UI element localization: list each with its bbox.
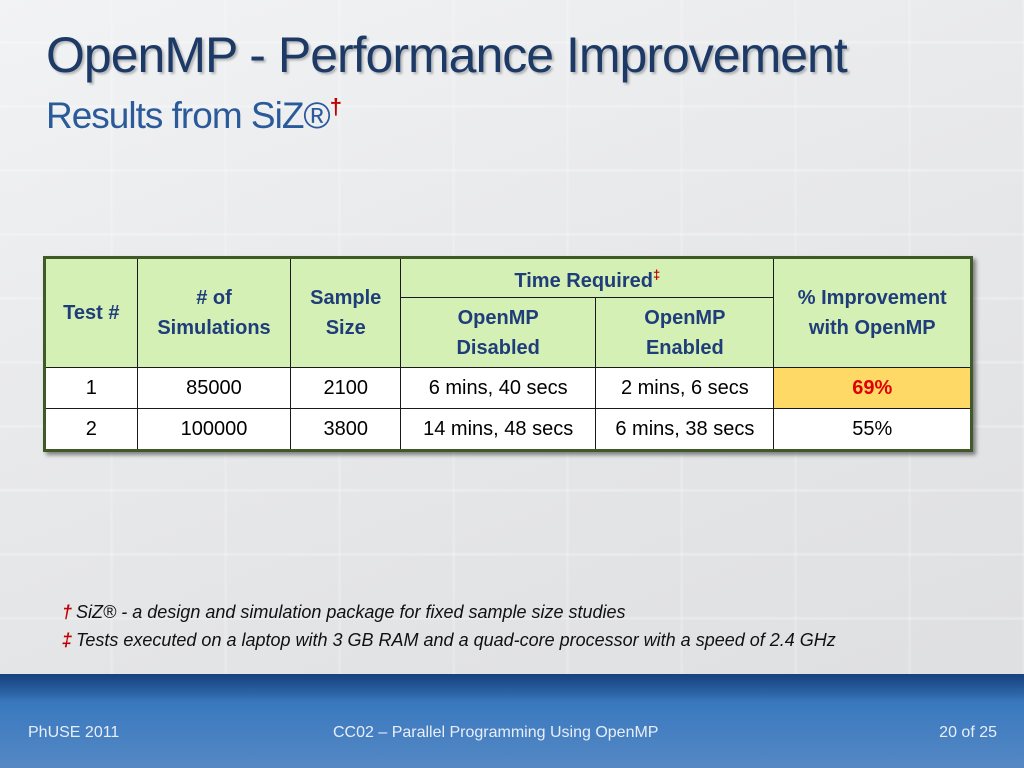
cell-test: 1 (44, 367, 138, 409)
time-required-mark: ‡ (652, 267, 661, 282)
cell-disabled: 6 mins, 40 secs (400, 367, 597, 409)
cell-sample: 2100 (290, 367, 402, 409)
cell-enabled: 2 mins, 6 secs (595, 367, 775, 409)
header-openmp-disabled: OpenMP Disabled (400, 297, 597, 368)
table-subheader-row: OpenMP Disabled OpenMP Enabled (45, 297, 972, 368)
table-header-row: Test # # of Simulations Sample Size Time R… (44, 257, 972, 368)
slide-subtitle: Results from SiZ®† (46, 94, 342, 137)
table-row: 1 85000 2100 6 mins, 40 secs 2 mins, 6 s… (44, 367, 972, 409)
slide-title: OpenMP - Performance Improvement (46, 27, 848, 83)
header-test: Test # (44, 257, 138, 368)
table-row: 2 100000 3800 14 mins, 48 secs 6 mins, 3… (44, 408, 972, 451)
cell-enabled: 6 mins, 38 secs (595, 408, 775, 451)
cell-sample: 3800 (290, 408, 402, 451)
footer-conference: PhUSE 2011 (28, 724, 120, 741)
cell-test: 2 (44, 408, 138, 451)
footnote-item: ‡ Tests executed on a laptop with 3 GB RA… (62, 626, 836, 654)
cell-simulations: 100000 (136, 408, 292, 451)
footnote-item: † SiZ® - a design and simulation package … (62, 598, 836, 626)
footnote-text: Tests executed on a laptop with 3 GB RAM… (76, 630, 836, 650)
cell-simulations: 85000 (136, 367, 292, 409)
slide-footer: PhUSE 2011 CC02 – Parallel Programming U… (0, 674, 1024, 768)
footnote-mark: ‡ (62, 630, 73, 650)
cell-disabled: 14 mins, 48 secs (400, 408, 597, 451)
footer-presentation-title: CC02 – Parallel Programming Using OpenMP (333, 724, 659, 741)
footnote-mark: † (62, 602, 73, 622)
header-time-required: Time Required‡ (400, 257, 775, 298)
cell-improvement: 55% (773, 408, 972, 451)
header-improvement: % Improvement with OpenMP (773, 257, 972, 368)
footer-band (0, 674, 1024, 702)
subtitle-dagger-mark: † (329, 94, 342, 119)
subtitle-text: Results from SiZ® (46, 95, 331, 136)
footnote-text: SiZ® - a design and simulation package f… (76, 602, 626, 622)
cell-improvement-highlight: 69% (773, 367, 972, 409)
results-table: Test # # of Simulations Sample Size Time R… (43, 256, 973, 452)
header-simulations: # of Simulations (136, 257, 292, 368)
footnotes: † SiZ® - a design and simulation package … (62, 598, 836, 654)
header-openmp-enabled: OpenMP Enabled (595, 297, 775, 368)
footer-page-number: 20 of 25 (939, 724, 997, 741)
header-sample-size: Sample Size (290, 257, 402, 368)
